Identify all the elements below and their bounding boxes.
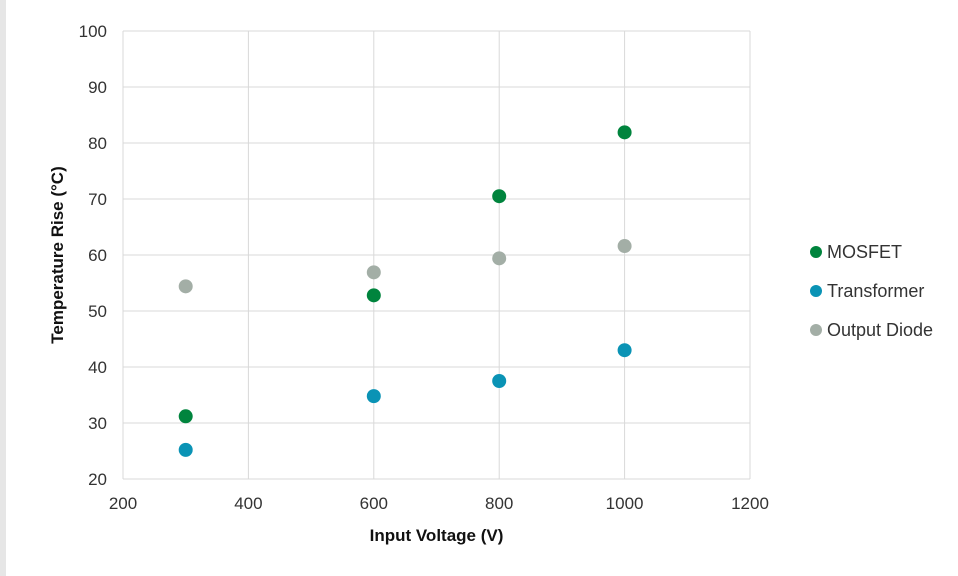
y-tick-label: 50 [88, 302, 107, 321]
data-point-mosfet [178, 409, 193, 424]
y-tick-label: 80 [88, 134, 107, 153]
x-tick-label: 200 [109, 494, 137, 513]
legend-marker [810, 246, 822, 258]
data-point-output-diode [178, 279, 193, 294]
x-tick-label: 400 [234, 494, 262, 513]
y-tick-label: 40 [88, 358, 107, 377]
data-point-transformer [366, 389, 381, 404]
data-point-output-diode [617, 239, 632, 254]
data-point-mosfet [492, 189, 507, 204]
left-edge-divider [0, 0, 6, 576]
data-point-mosfet [617, 125, 632, 140]
x-tick-label: 1200 [731, 494, 769, 513]
y-tick-label: 20 [88, 470, 107, 489]
y-tick-label: 90 [88, 78, 107, 97]
legend-marker [810, 285, 822, 297]
legend-item: Output Diode [810, 320, 933, 340]
grid-lines [122, 30, 751, 480]
data-point-transformer [617, 343, 632, 358]
x-axis-title: Input Voltage (V) [370, 526, 504, 545]
legend-label: Transformer [827, 281, 924, 301]
x-tick-label: 1000 [606, 494, 644, 513]
x-tick-label: 800 [485, 494, 513, 513]
data-point-output-diode [492, 251, 507, 266]
data-point-transformer [178, 442, 193, 457]
y-tick-label: 70 [88, 190, 107, 209]
data-point-transformer [492, 374, 507, 388]
y-tick-label: 100 [79, 22, 107, 41]
data-points [178, 125, 632, 457]
legend-marker [810, 324, 822, 336]
y-axis-title: Temperature Rise (°C) [48, 166, 67, 343]
legend-item: MOSFET [810, 242, 902, 262]
legend: MOSFET Transformer Output Diode [810, 242, 933, 340]
y-tick-label: 30 [88, 414, 107, 433]
x-tick-label: 600 [360, 494, 388, 513]
legend-label: Output Diode [827, 320, 933, 340]
x-tick-labels: 200 400 600 800 1000 1200 [109, 494, 769, 513]
y-tick-labels: 20 30 40 50 60 70 80 90 100 [79, 22, 107, 489]
data-point-mosfet [366, 288, 381, 303]
y-tick-label: 60 [88, 246, 107, 265]
legend-item: Transformer [810, 281, 924, 301]
legend-label: MOSFET [827, 242, 902, 262]
data-point-output-diode [366, 265, 381, 280]
